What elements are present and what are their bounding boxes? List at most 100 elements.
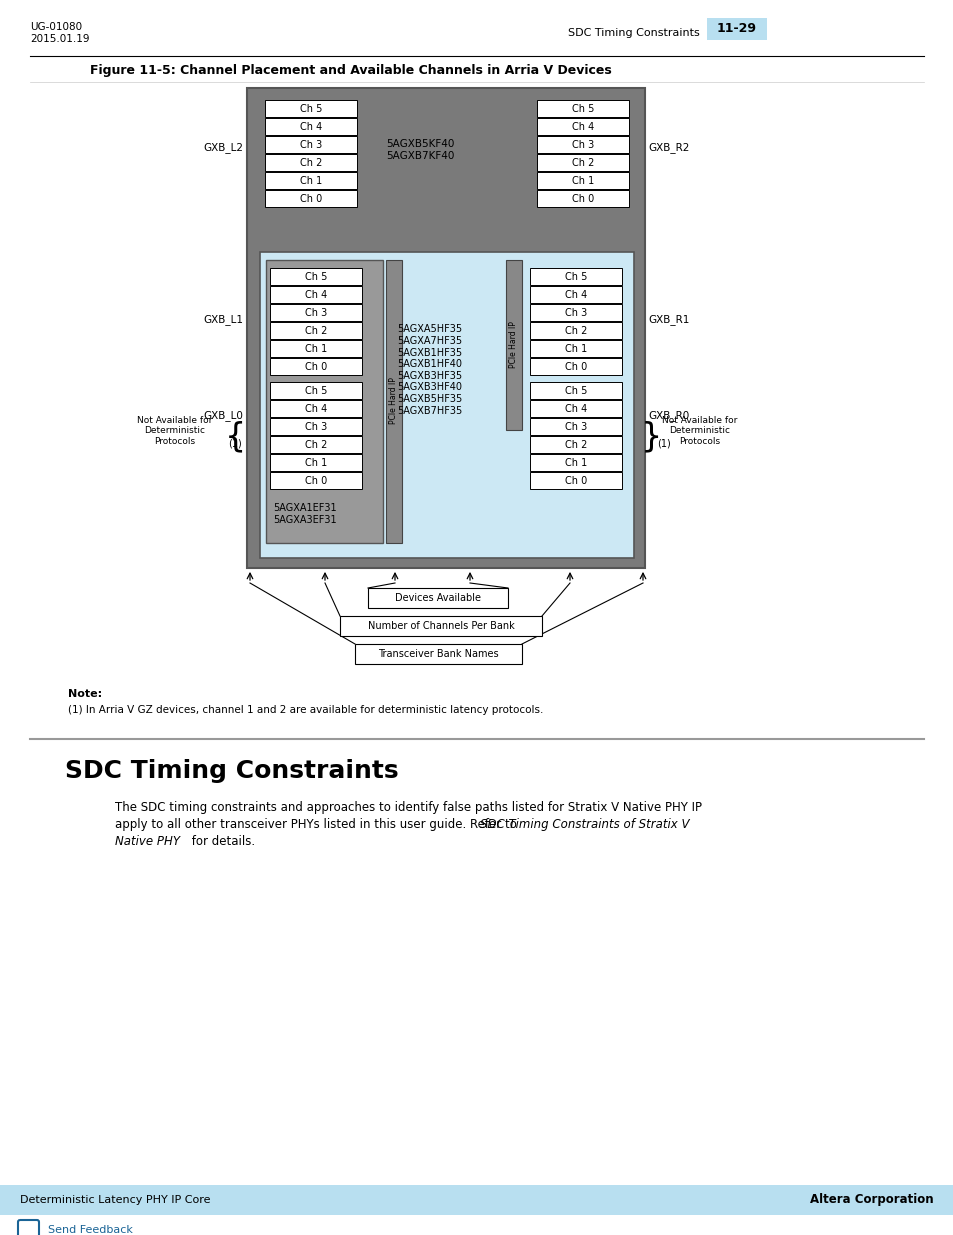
Bar [265, 136, 356, 153]
Text: Ch 3: Ch 3 [305, 308, 327, 317]
Text: Not Available for
Deterministic
Protocols: Not Available for Deterministic Protocol… [661, 416, 737, 446]
Text: apply to all other transceiver PHYs listed in this user guide. Refer to: apply to all other transceiver PHYs list… [115, 818, 520, 831]
Bar [537, 154, 628, 170]
Text: Ch 0: Ch 0 [299, 194, 322, 204]
Text: Ch 5: Ch 5 [571, 104, 594, 114]
Text: Ch 3: Ch 3 [299, 140, 322, 149]
Text: (1): (1) [228, 438, 241, 450]
Text: Ch 1: Ch 1 [564, 343, 586, 353]
Text: {: { [224, 420, 245, 453]
Text: PCIe Hard IP: PCIe Hard IP [509, 321, 518, 368]
Bar [537, 136, 628, 153]
Bar [270, 358, 361, 375]
Text: Ch 1: Ch 1 [571, 175, 594, 185]
Text: Ch 4: Ch 4 [564, 289, 586, 300]
Text: Ch 1: Ch 1 [564, 457, 586, 468]
Bar [530, 436, 621, 453]
Text: SDC Timing Constraints: SDC Timing Constraints [568, 28, 700, 38]
Bar [530, 358, 621, 375]
Text: }: } [639, 420, 661, 453]
Text: Ch 5: Ch 5 [564, 385, 587, 395]
Bar [270, 322, 361, 338]
Text: Deterministic Latency PHY IP Core: Deterministic Latency PHY IP Core [20, 1195, 211, 1205]
Text: SDC Timing Constraints: SDC Timing Constraints [65, 760, 398, 783]
Bar [530, 340, 621, 357]
Text: GXB_L2: GXB_L2 [203, 142, 243, 153]
Bar [530, 322, 621, 338]
Text: Native PHY: Native PHY [115, 835, 180, 848]
Bar [537, 119, 628, 135]
Text: Altera Corporation: Altera Corporation [809, 1193, 933, 1207]
Bar [270, 304, 361, 321]
Bar [265, 190, 356, 207]
Text: GXB_L0: GXB_L0 [203, 410, 243, 421]
Bar [530, 417, 621, 435]
Bar [530, 287, 621, 303]
Text: 5AGXB5KF40
5AGXB7KF40: 5AGXB5KF40 5AGXB7KF40 [385, 140, 454, 161]
Text: (1) In Arria V GZ devices, channel 1 and 2 are available for deterministic laten: (1) In Arria V GZ devices, channel 1 and… [68, 705, 543, 715]
Bar [266, 261, 382, 543]
Text: Ch 0: Ch 0 [305, 475, 327, 485]
Bar [270, 472, 361, 489]
Text: Ch 4: Ch 4 [571, 121, 594, 131]
Bar [265, 119, 356, 135]
Text: Ch 5: Ch 5 [564, 272, 587, 282]
Bar [530, 454, 621, 471]
Bar [505, 261, 521, 430]
Text: Ch 0: Ch 0 [305, 362, 327, 372]
Bar [355, 643, 521, 664]
Text: Ch 2: Ch 2 [305, 440, 327, 450]
Text: Number of Channels Per Bank: Number of Channels Per Bank [367, 621, 514, 631]
Text: Ch 0: Ch 0 [571, 194, 594, 204]
Text: Ch 1: Ch 1 [299, 175, 322, 185]
Bar [386, 261, 401, 543]
Text: GXB_L1: GXB_L1 [203, 315, 243, 326]
Bar [270, 268, 361, 285]
Text: Note:: Note: [68, 689, 102, 699]
Bar [339, 616, 541, 636]
Bar [530, 304, 621, 321]
Bar [537, 190, 628, 207]
Text: Ch 5: Ch 5 [305, 385, 327, 395]
Text: SDC Timing Constraints of Stratix V: SDC Timing Constraints of Stratix V [479, 818, 689, 831]
Text: Ch 3: Ch 3 [564, 421, 586, 431]
Bar [706, 19, 766, 40]
Text: Ch 3: Ch 3 [564, 308, 586, 317]
Bar [537, 100, 628, 117]
Text: Ch 0: Ch 0 [564, 362, 586, 372]
Bar [270, 436, 361, 453]
Bar [270, 454, 361, 471]
Bar [270, 382, 361, 399]
Text: GXB_R0: GXB_R0 [647, 410, 688, 421]
Text: Not Available for
Deterministic
Protocols: Not Available for Deterministic Protocol… [137, 416, 213, 446]
Text: PCIe Hard IP: PCIe Hard IP [389, 378, 398, 425]
Text: Ch 2: Ch 2 [305, 326, 327, 336]
Text: 5AGXA5HF35
5AGXA7HF35
5AGXB1HF35
5AGXB1HF40
5AGXB3HF35
5AGXB3HF40
5AGXB5HF35
5AG: 5AGXA5HF35 5AGXA7HF35 5AGXB1HF35 5AGXB1H… [397, 325, 462, 416]
Bar [270, 417, 361, 435]
Text: Ch 4: Ch 4 [299, 121, 322, 131]
Text: Ch 4: Ch 4 [305, 404, 327, 414]
Bar [265, 154, 356, 170]
Bar [530, 382, 621, 399]
Text: The SDC timing constraints and approaches to identify false paths listed for Str: The SDC timing constraints and approache… [115, 802, 701, 814]
Text: Devices Available: Devices Available [395, 593, 480, 603]
Bar [530, 472, 621, 489]
Bar [0, 1186, 953, 1215]
Text: Send Feedback: Send Feedback [48, 1225, 132, 1235]
Text: Ch 5: Ch 5 [299, 104, 322, 114]
Bar [265, 100, 356, 117]
Text: Figure 11-5: Channel Placement and Available Channels in Arria V Devices: Figure 11-5: Channel Placement and Avail… [90, 64, 611, 77]
Bar [270, 340, 361, 357]
Bar [270, 287, 361, 303]
Text: Ch 1: Ch 1 [305, 343, 327, 353]
Text: Ch 2: Ch 2 [299, 158, 322, 168]
Text: (1): (1) [657, 438, 670, 450]
Bar [368, 588, 507, 608]
Text: Ch 4: Ch 4 [305, 289, 327, 300]
Text: Ch 1: Ch 1 [305, 457, 327, 468]
Text: Ch 4: Ch 4 [564, 404, 586, 414]
Bar [265, 172, 356, 189]
Bar [530, 400, 621, 417]
Text: Ch 2: Ch 2 [564, 440, 587, 450]
Bar [537, 172, 628, 189]
